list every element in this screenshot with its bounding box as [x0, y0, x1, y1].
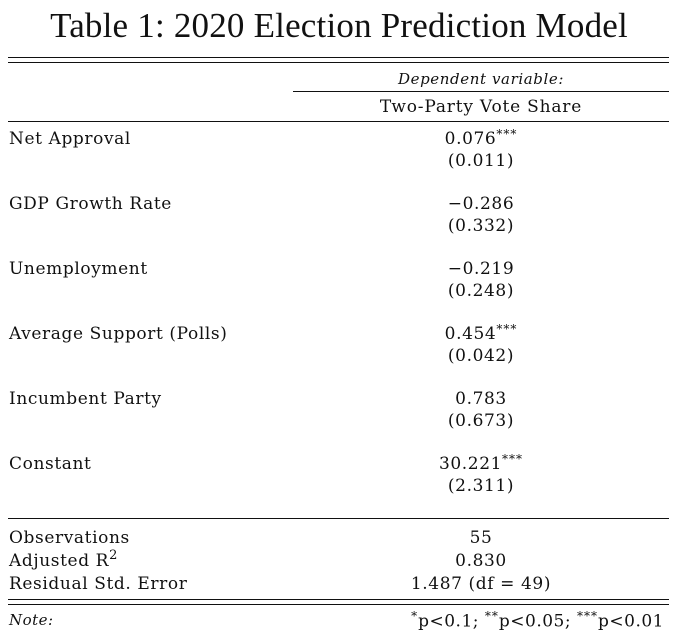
significance-stars: *** [496, 322, 518, 336]
dependent-variable-label: Dependent variable: [397, 70, 565, 88]
standard-error: (0.332) [447, 216, 515, 236]
dependent-variable-name: Two-Party Vote Share [379, 97, 583, 117]
coefficient-estimate: 0.783 [455, 389, 507, 409]
table-title: Table 1: 2020 Election Prediction Model [50, 6, 628, 45]
bottom-rule-second [8, 604, 669, 605]
top-rule [8, 57, 669, 58]
standard-error: (0.673) [447, 411, 515, 431]
coefficient-label: GDP Growth Rate [9, 194, 172, 214]
coefficient-estimate: 0.454*** [444, 322, 518, 344]
coefficient-label: Average Support (Polls) [9, 324, 228, 344]
stat-label: Residual Std. Error [9, 574, 188, 594]
stat-value: 55 [469, 528, 493, 548]
stat-value: 1.487 (df = 49) [410, 574, 552, 594]
coefficient-estimate: −0.286 [447, 194, 515, 214]
coefficient-label: Unemployment [9, 259, 148, 279]
dependent-variable-rule [293, 91, 669, 92]
coefficient-estimate: 0.076*** [444, 127, 518, 149]
standard-error: (0.042) [447, 346, 515, 366]
stat-label: Adjusted R2 [9, 548, 118, 571]
stats-rule [8, 518, 669, 519]
significance-stars: *** [496, 127, 518, 141]
coefficient-label: Net Approval [9, 129, 131, 149]
top-rule-second [8, 62, 669, 63]
stat-label: Observations [9, 528, 130, 548]
coefficient-label: Incumbent Party [9, 389, 162, 409]
stat-value: 0.830 [455, 551, 507, 571]
standard-error: (0.011) [447, 151, 515, 171]
bottom-rule [8, 599, 669, 600]
coefficient-estimate: 30.221*** [438, 452, 524, 474]
significance-legend: *p<0.1; **p<0.05; ***p<0.01 [411, 609, 664, 632]
standard-error: (2.311) [447, 476, 515, 496]
note-label: Note: [9, 611, 54, 629]
standard-error: (0.248) [447, 281, 515, 301]
coefficient-label: Constant [9, 454, 92, 474]
significance-stars: *** [502, 452, 524, 466]
superscript: 2 [109, 548, 118, 563]
header-rule [8, 121, 669, 122]
coefficient-estimate: −0.219 [447, 259, 515, 279]
